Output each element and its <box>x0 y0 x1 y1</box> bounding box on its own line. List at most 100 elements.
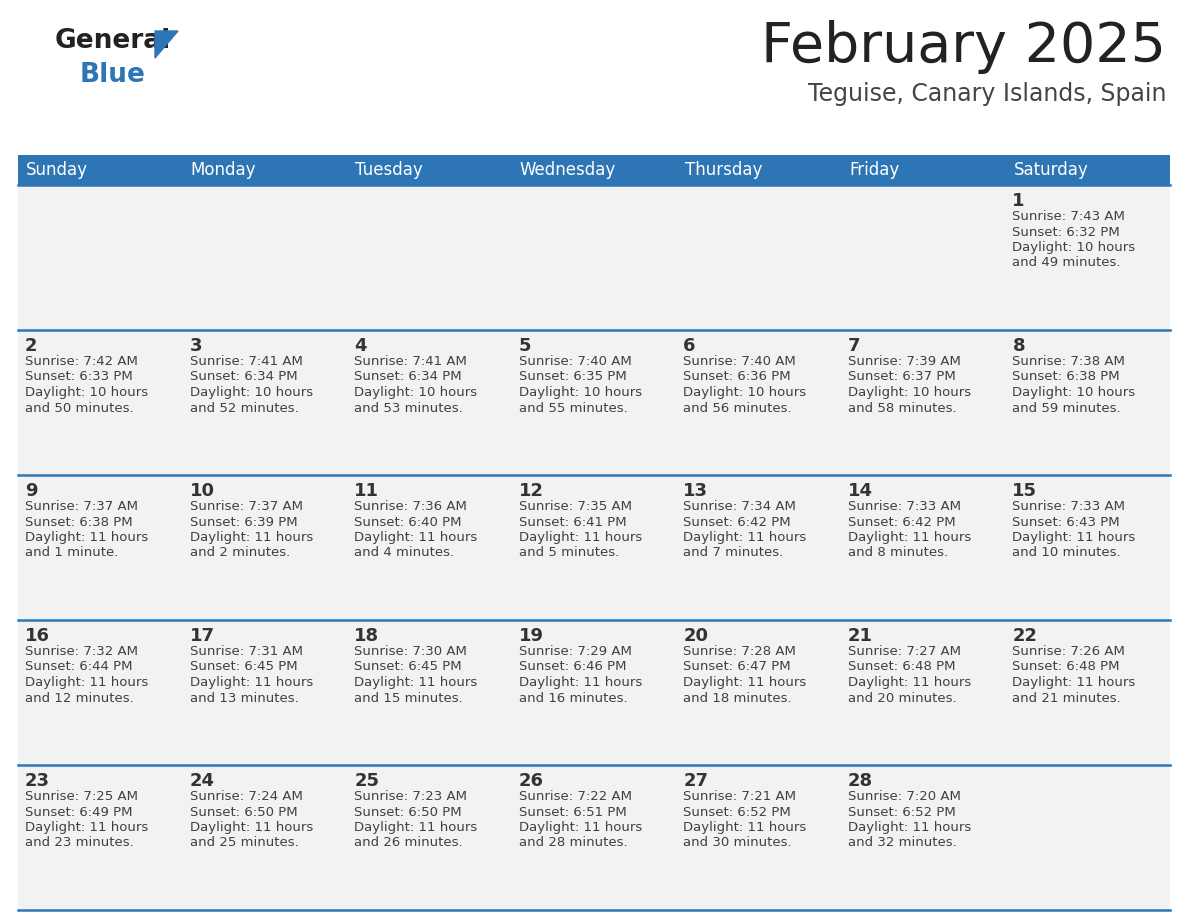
Text: February 2025: February 2025 <box>762 20 1165 74</box>
Text: Sunrise: 7:33 AM: Sunrise: 7:33 AM <box>848 500 961 513</box>
Text: Sunrise: 7:30 AM: Sunrise: 7:30 AM <box>354 645 467 658</box>
Bar <box>18 155 183 185</box>
Text: 17: 17 <box>190 627 215 645</box>
Text: Teguise, Canary Islands, Spain: Teguise, Canary Islands, Spain <box>808 82 1165 106</box>
Text: Sunset: 6:42 PM: Sunset: 6:42 PM <box>683 516 791 529</box>
Text: 13: 13 <box>683 482 708 500</box>
Text: 16: 16 <box>25 627 50 645</box>
Text: and 50 minutes.: and 50 minutes. <box>25 401 133 415</box>
Text: 2: 2 <box>25 337 38 355</box>
Text: Sunrise: 7:40 AM: Sunrise: 7:40 AM <box>519 355 632 368</box>
Text: and 32 minutes.: and 32 minutes. <box>848 836 956 849</box>
Bar <box>1005 475 1170 620</box>
Text: Sunset: 6:50 PM: Sunset: 6:50 PM <box>354 805 462 819</box>
Text: Daylight: 11 hours: Daylight: 11 hours <box>190 676 312 689</box>
Text: Daylight: 11 hours: Daylight: 11 hours <box>25 676 148 689</box>
Text: Sunset: 6:45 PM: Sunset: 6:45 PM <box>190 660 297 674</box>
Text: Sunset: 6:49 PM: Sunset: 6:49 PM <box>25 805 133 819</box>
Text: Sunset: 6:43 PM: Sunset: 6:43 PM <box>1012 516 1120 529</box>
Text: and 26 minutes.: and 26 minutes. <box>354 836 463 849</box>
Polygon shape <box>154 31 178 58</box>
Text: Sunrise: 7:25 AM: Sunrise: 7:25 AM <box>25 790 138 803</box>
Text: and 8 minutes.: and 8 minutes. <box>848 546 948 559</box>
Text: Sunset: 6:47 PM: Sunset: 6:47 PM <box>683 660 791 674</box>
Text: and 49 minutes.: and 49 minutes. <box>1012 256 1121 270</box>
Bar <box>183 475 347 620</box>
Text: Sunset: 6:52 PM: Sunset: 6:52 PM <box>683 805 791 819</box>
Text: Sunrise: 7:24 AM: Sunrise: 7:24 AM <box>190 790 303 803</box>
Text: Sunrise: 7:39 AM: Sunrise: 7:39 AM <box>848 355 961 368</box>
Bar <box>1005 155 1170 185</box>
Bar <box>347 475 512 620</box>
Text: Daylight: 11 hours: Daylight: 11 hours <box>354 676 478 689</box>
Text: and 16 minutes.: and 16 minutes. <box>519 691 627 704</box>
Text: Saturday: Saturday <box>1013 161 1088 179</box>
Text: Sunset: 6:37 PM: Sunset: 6:37 PM <box>848 371 955 384</box>
Text: 6: 6 <box>683 337 696 355</box>
Text: Sunrise: 7:33 AM: Sunrise: 7:33 AM <box>1012 500 1125 513</box>
Text: Daylight: 10 hours: Daylight: 10 hours <box>25 386 148 399</box>
Text: Sunset: 6:42 PM: Sunset: 6:42 PM <box>848 516 955 529</box>
Text: Daylight: 11 hours: Daylight: 11 hours <box>1012 531 1136 544</box>
Text: Sunrise: 7:38 AM: Sunrise: 7:38 AM <box>1012 355 1125 368</box>
Text: and 10 minutes.: and 10 minutes. <box>1012 546 1121 559</box>
Text: Daylight: 11 hours: Daylight: 11 hours <box>683 821 807 834</box>
Bar <box>347 620 512 765</box>
Text: 9: 9 <box>25 482 38 500</box>
Text: Sunset: 6:48 PM: Sunset: 6:48 PM <box>1012 660 1120 674</box>
Text: Sunrise: 7:27 AM: Sunrise: 7:27 AM <box>848 645 961 658</box>
Text: 14: 14 <box>848 482 873 500</box>
Text: General: General <box>55 28 171 54</box>
Text: Daylight: 10 hours: Daylight: 10 hours <box>1012 241 1136 254</box>
Text: Tuesday: Tuesday <box>355 161 423 179</box>
Text: Daylight: 11 hours: Daylight: 11 hours <box>683 531 807 544</box>
Bar <box>676 475 841 620</box>
Text: Blue: Blue <box>80 62 146 88</box>
Text: Daylight: 10 hours: Daylight: 10 hours <box>190 386 312 399</box>
Bar <box>1005 620 1170 765</box>
Text: and 12 minutes.: and 12 minutes. <box>25 691 134 704</box>
Text: Sunset: 6:36 PM: Sunset: 6:36 PM <box>683 371 791 384</box>
Bar <box>1005 330 1170 475</box>
Text: Daylight: 11 hours: Daylight: 11 hours <box>848 531 971 544</box>
Text: and 30 minutes.: and 30 minutes. <box>683 836 792 849</box>
Bar <box>183 155 347 185</box>
Text: Daylight: 11 hours: Daylight: 11 hours <box>848 821 971 834</box>
Text: Daylight: 11 hours: Daylight: 11 hours <box>354 531 478 544</box>
Text: Daylight: 11 hours: Daylight: 11 hours <box>190 531 312 544</box>
Text: Sunset: 6:51 PM: Sunset: 6:51 PM <box>519 805 626 819</box>
Bar <box>676 330 841 475</box>
Bar <box>676 765 841 910</box>
Text: Daylight: 11 hours: Daylight: 11 hours <box>25 531 148 544</box>
Text: Daylight: 10 hours: Daylight: 10 hours <box>1012 386 1136 399</box>
Text: Daylight: 11 hours: Daylight: 11 hours <box>683 676 807 689</box>
Text: 19: 19 <box>519 627 544 645</box>
Bar <box>183 765 347 910</box>
Text: Daylight: 11 hours: Daylight: 11 hours <box>25 821 148 834</box>
Text: Sunrise: 7:35 AM: Sunrise: 7:35 AM <box>519 500 632 513</box>
Text: Sunrise: 7:29 AM: Sunrise: 7:29 AM <box>519 645 632 658</box>
Text: 25: 25 <box>354 772 379 790</box>
Text: Sunrise: 7:42 AM: Sunrise: 7:42 AM <box>25 355 138 368</box>
Text: 5: 5 <box>519 337 531 355</box>
Text: Sunset: 6:34 PM: Sunset: 6:34 PM <box>354 371 462 384</box>
Text: and 5 minutes.: and 5 minutes. <box>519 546 619 559</box>
Text: and 28 minutes.: and 28 minutes. <box>519 836 627 849</box>
Text: Daylight: 10 hours: Daylight: 10 hours <box>683 386 807 399</box>
Text: Sunday: Sunday <box>26 161 88 179</box>
Text: 27: 27 <box>683 772 708 790</box>
Text: and 52 minutes.: and 52 minutes. <box>190 401 298 415</box>
Text: Sunset: 6:34 PM: Sunset: 6:34 PM <box>190 371 297 384</box>
Text: 26: 26 <box>519 772 544 790</box>
Text: and 2 minutes.: and 2 minutes. <box>190 546 290 559</box>
Text: Daylight: 11 hours: Daylight: 11 hours <box>519 676 642 689</box>
Text: and 20 minutes.: and 20 minutes. <box>848 691 956 704</box>
Text: 21: 21 <box>848 627 873 645</box>
Text: 11: 11 <box>354 482 379 500</box>
Text: Sunset: 6:41 PM: Sunset: 6:41 PM <box>519 516 626 529</box>
Text: Sunrise: 7:20 AM: Sunrise: 7:20 AM <box>848 790 961 803</box>
Text: 22: 22 <box>1012 627 1037 645</box>
Text: Sunrise: 7:32 AM: Sunrise: 7:32 AM <box>25 645 138 658</box>
Text: Sunrise: 7:26 AM: Sunrise: 7:26 AM <box>1012 645 1125 658</box>
Bar <box>512 620 676 765</box>
